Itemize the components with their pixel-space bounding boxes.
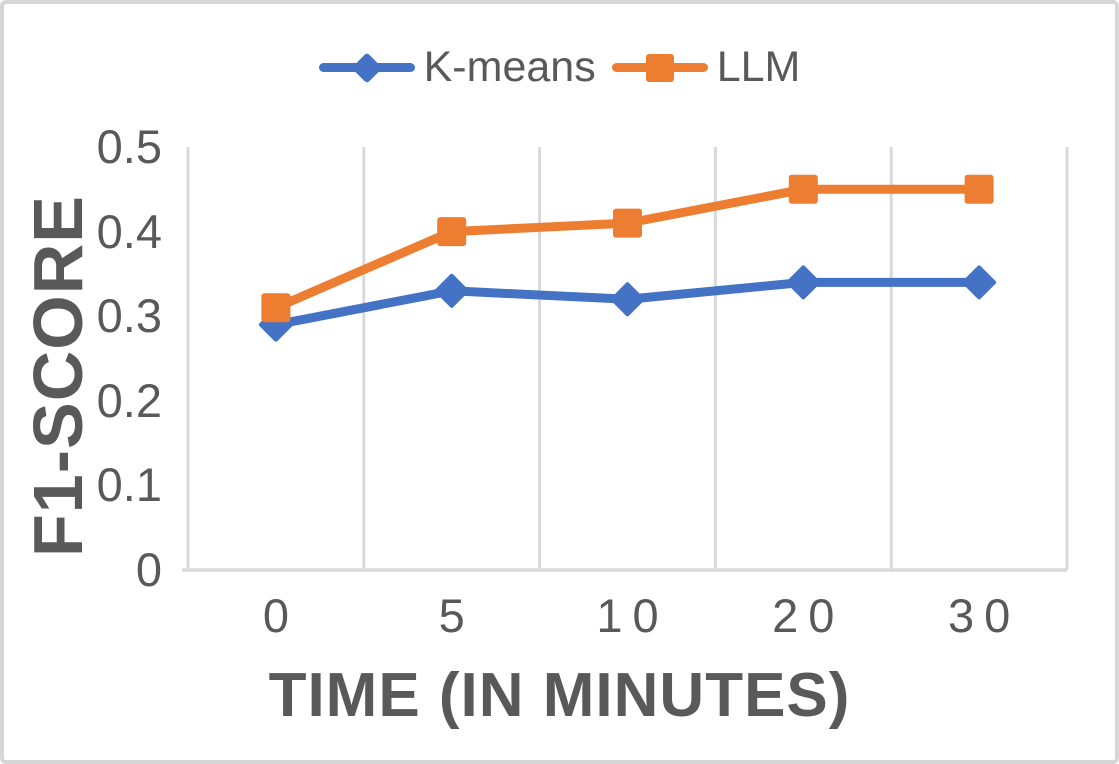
LLM-square-marker — [613, 208, 642, 238]
llm-line-swatch — [611, 53, 708, 82]
x-tick-label: 30 — [947, 589, 1021, 642]
legend-label-kmeans: K-means — [423, 43, 596, 91]
y-tick-label: 0.5 — [96, 120, 162, 173]
y-tick-label: 0 — [135, 543, 162, 596]
x-tick-label: 20 — [772, 589, 845, 642]
x-tick-label: 0 — [262, 589, 299, 642]
LLM-square-marker — [261, 293, 291, 323]
y-tick-label: 0.4 — [96, 204, 162, 258]
LLM-square-marker — [964, 174, 994, 204]
y-tick-label: 0.1 — [96, 458, 162, 512]
x-tick-label: 10 — [596, 589, 669, 642]
legend: K-means LLM — [4, 46, 1115, 89]
y-tick-label: 0.3 — [96, 289, 162, 343]
LLM-square-marker — [788, 174, 818, 204]
square-marker-icon — [645, 53, 674, 82]
legend-item-kmeans: K-means — [318, 43, 596, 91]
x-axis-title: TIME (IN MINUTES) — [268, 661, 851, 730]
plot-svg — [182, 147, 1069, 572]
kmeans-line-swatch — [318, 51, 415, 84]
K-means-diamond-marker — [434, 273, 469, 308]
plot-area — [182, 147, 1069, 572]
y-tick-label: 0.2 — [96, 373, 162, 427]
LLM-square-marker — [437, 217, 467, 247]
K-means-diamond-marker — [610, 282, 645, 317]
K-means-diamond-marker — [786, 265, 821, 300]
legend-item-llm: LLM — [611, 43, 801, 91]
legend-label-llm: LLM — [716, 43, 801, 91]
x-tick-label: 5 — [438, 589, 475, 642]
diamond-marker-icon — [351, 51, 383, 84]
K-means-diamond-marker — [962, 265, 997, 300]
